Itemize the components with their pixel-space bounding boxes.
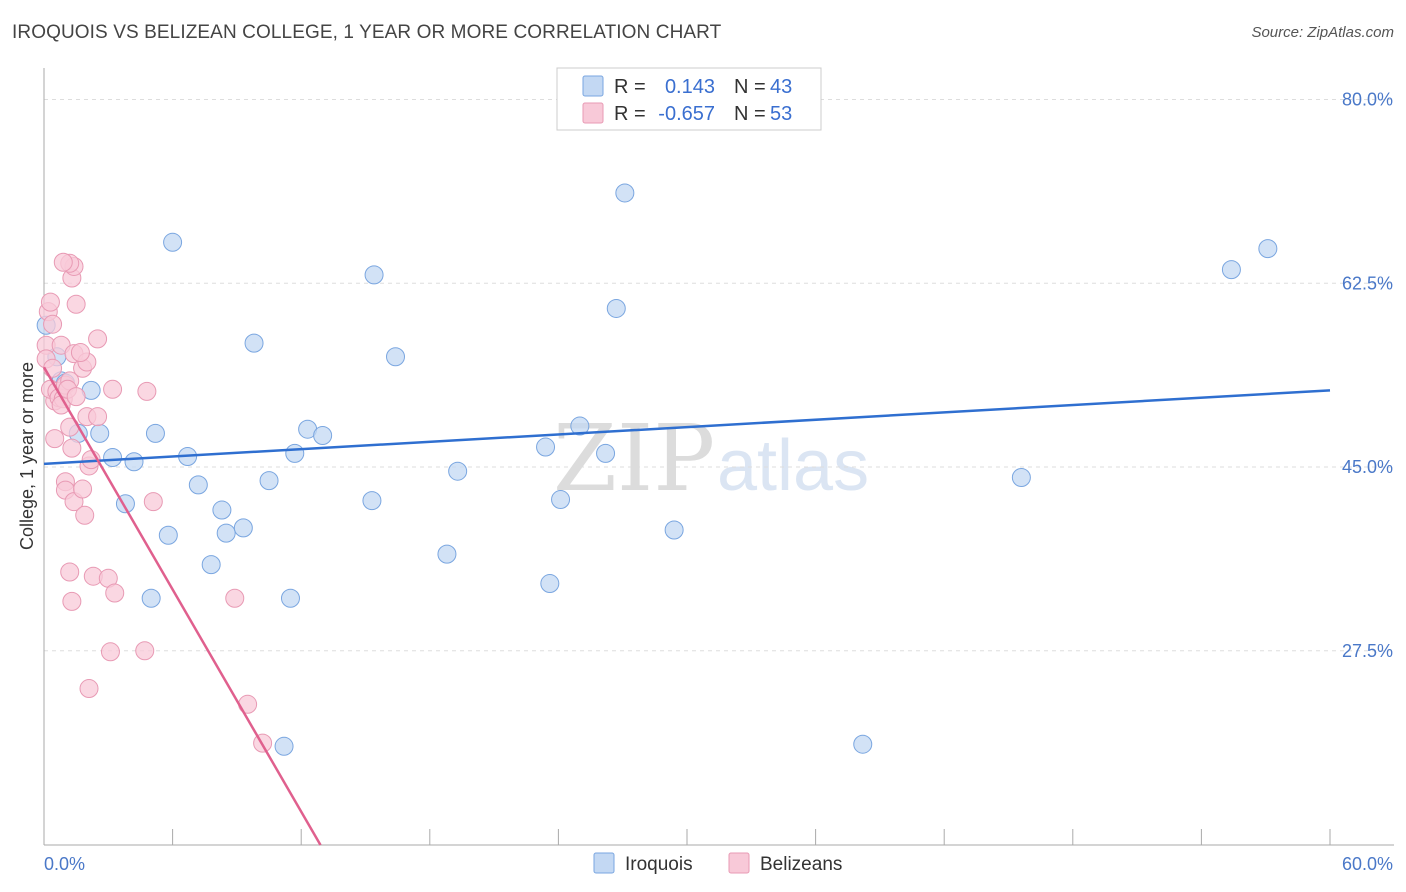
point-iroquois	[1011, 468, 1031, 487]
point-iroquois	[244, 333, 264, 353]
point-iroquois	[606, 298, 626, 318]
point-iroquois	[124, 452, 144, 472]
bottom-legend-swatch-belizeans	[728, 852, 750, 874]
point-iroquois	[540, 574, 560, 594]
trendline-belizeans	[42, 366, 322, 846]
series-belizeans	[36, 252, 273, 753]
point-belizeans	[66, 294, 86, 314]
point-iroquois	[259, 471, 279, 491]
legend-r-label-1: R =	[614, 76, 646, 98]
point-belizeans	[66, 387, 86, 407]
point-belizeans	[62, 438, 82, 458]
point-belizeans	[100, 642, 120, 662]
bottom-legend-label-belizeans: Belizeans	[760, 854, 842, 875]
point-iroquois	[158, 525, 178, 545]
watermark-atlas: atlas	[717, 426, 869, 506]
point-belizeans	[60, 562, 80, 582]
point-iroquois	[362, 491, 382, 511]
point-belizeans	[40, 292, 60, 312]
point-belizeans	[137, 381, 157, 401]
point-belizeans	[43, 358, 63, 378]
y-tick-label: 27.5%	[1342, 641, 1393, 661]
legend-r-value-2: -0.657	[658, 103, 715, 125]
legend-n-value-2: 53	[770, 103, 792, 125]
point-belizeans	[225, 588, 245, 608]
point-iroquois	[216, 523, 236, 543]
bottom-legend-label-iroquois: Iroquois	[625, 854, 693, 875]
y-tick-labels: 27.5% 45.0% 62.5% 80.0%	[1342, 90, 1393, 661]
legend-swatch-belizeans	[582, 102, 604, 124]
point-iroquois	[551, 490, 571, 510]
point-iroquois	[313, 426, 333, 445]
point-iroquois	[853, 734, 873, 754]
chart-title: IROQUOIS VS BELIZEAN COLLEGE, 1 YEAR OR …	[12, 22, 722, 43]
point-belizeans	[53, 252, 73, 272]
x-axis-ticks	[43, 829, 1331, 845]
point-iroquois	[141, 588, 161, 608]
y-tick-label: 62.5%	[1342, 273, 1393, 293]
y-tick-label: 80.0%	[1342, 90, 1393, 110]
point-iroquois	[201, 555, 221, 575]
point-iroquois	[596, 443, 616, 463]
point-iroquois	[1258, 239, 1278, 259]
point-iroquois	[212, 500, 232, 520]
legend-r-value-1: 0.143	[665, 76, 715, 98]
legend-n-value-1: 43	[770, 76, 792, 98]
point-iroquois	[233, 518, 253, 538]
y-axis-title: College, 1 year or more	[17, 362, 37, 550]
point-belizeans	[135, 641, 155, 661]
x-tick-label-max: 60.0%	[1342, 854, 1393, 874]
y-tick-label: 45.0%	[1342, 457, 1393, 477]
point-belizeans	[79, 679, 99, 699]
legend-r-label-2: R =	[614, 103, 646, 125]
point-iroquois	[615, 183, 635, 203]
point-belizeans	[103, 379, 123, 399]
point-iroquois	[448, 461, 468, 481]
point-belizeans	[88, 329, 108, 349]
gridlines	[44, 99, 1394, 652]
trendline-iroquois	[43, 389, 1331, 466]
point-belizeans	[88, 407, 108, 427]
point-belizeans	[143, 492, 163, 512]
point-belizeans	[75, 505, 95, 525]
legend-box: R = 0.143 N = 43 R = -0.657 N = 53	[556, 67, 822, 131]
point-belizeans	[43, 314, 63, 334]
point-iroquois	[536, 437, 556, 457]
point-iroquois	[570, 416, 590, 436]
point-iroquois	[103, 448, 123, 468]
point-belizeans	[70, 343, 90, 363]
legend-swatch-iroquois	[582, 75, 604, 97]
point-belizeans	[105, 583, 125, 603]
legend-n-label-2: N =	[734, 103, 766, 125]
point-iroquois	[163, 232, 183, 252]
point-belizeans	[45, 429, 65, 449]
point-iroquois	[664, 520, 684, 540]
point-belizeans	[73, 479, 93, 499]
bottom-legend: Iroquois Belizeans	[593, 852, 842, 875]
point-iroquois	[386, 347, 406, 367]
legend-n-label-1: N =	[734, 76, 766, 98]
point-iroquois	[437, 544, 457, 564]
point-iroquois	[364, 265, 384, 285]
point-iroquois	[285, 443, 305, 463]
point-iroquois	[145, 423, 165, 443]
point-iroquois	[274, 736, 294, 756]
trendlines	[42, 366, 1331, 846]
point-belizeans	[62, 591, 82, 611]
point-iroquois	[90, 423, 110, 443]
bottom-legend-swatch-iroquois	[593, 852, 615, 874]
source-label: Source: ZipAtlas.com	[1251, 24, 1394, 41]
point-iroquois	[280, 588, 300, 608]
point-iroquois	[1221, 260, 1241, 280]
x-tick-label-min: 0.0%	[44, 854, 85, 874]
point-iroquois	[188, 475, 208, 495]
